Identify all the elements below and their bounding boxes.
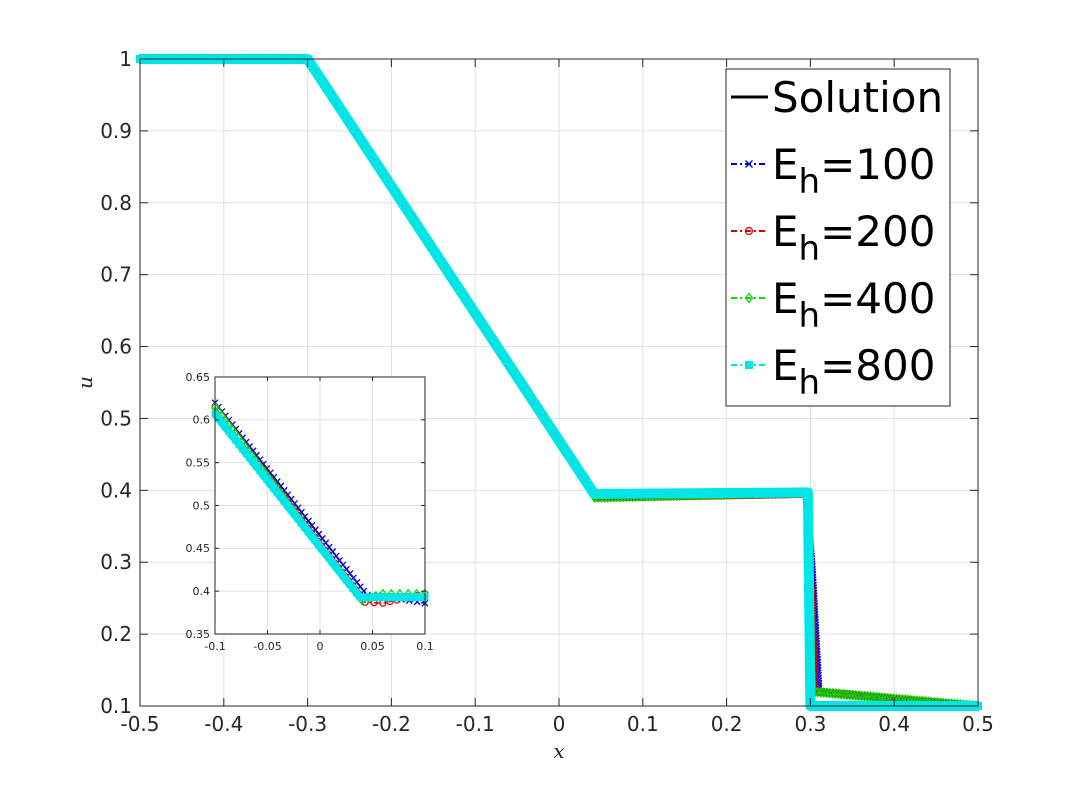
data-point (402, 593, 410, 601)
data-point (813, 686, 823, 698)
y-tick-label: 0.4 (193, 585, 211, 598)
legend-label-value: =400 (820, 274, 935, 323)
y-tick-label: 0.5 (193, 499, 211, 512)
legend-label: Eh=800 (772, 341, 935, 403)
data-point (839, 688, 849, 700)
x-axis-label: x (553, 739, 564, 763)
legend-label: Eh=200 (772, 207, 935, 269)
y-axis-label: u (73, 376, 97, 389)
legend-item: Solution (731, 73, 943, 122)
data-point (851, 689, 861, 701)
data-point (831, 688, 840, 700)
data-point (822, 687, 831, 699)
x-tick-label: 0.1 (627, 712, 659, 736)
legend-label-main: E (772, 207, 799, 256)
data-point (842, 689, 852, 701)
series-group (135, 53, 983, 712)
x-tick-label: -0.05 (253, 640, 281, 653)
legend-label: Eh=100 (772, 140, 935, 202)
y-tick-label: 0.45 (186, 542, 211, 555)
legend-label-sub: h (799, 363, 821, 403)
y-tick-label: 0.35 (186, 628, 211, 641)
legend-box (725, 68, 951, 407)
y-tick-label: 0.55 (186, 457, 211, 470)
legend-label: Eh=400 (772, 274, 935, 336)
x-tick-label: 0.1 (416, 640, 434, 653)
y-tick-label: 0.65 (186, 371, 211, 384)
data-point (845, 689, 855, 701)
legend-label-sub: h (799, 162, 821, 202)
data-point (356, 593, 364, 601)
x-tick-label: -0.1 (204, 640, 225, 653)
x-tick-label: 0 (553, 712, 566, 736)
data-point (325, 543, 333, 551)
data-point (848, 689, 858, 701)
legend-label-main: E (772, 341, 799, 390)
data-point (825, 687, 834, 699)
x-tick-label: 0 (317, 640, 324, 653)
data-point (412, 593, 420, 601)
data-point (819, 687, 828, 699)
data-point (863, 690, 872, 702)
legend-label-value: =800 (820, 341, 935, 390)
x-tick-label: 0.3 (794, 712, 826, 736)
y-tick-label: 0.6 (100, 335, 132, 359)
legend-item: Eh=400 (731, 274, 935, 336)
data-point (273, 478, 281, 486)
data-point (322, 539, 330, 547)
data-point (857, 690, 866, 702)
legend-marker (744, 292, 754, 304)
x-tick-label: 0.4 (878, 712, 910, 736)
data-point (318, 535, 326, 542)
legend-item: Eh=200 (731, 207, 935, 269)
x-tick-label: 0.5 (962, 712, 994, 736)
legend-label-main: E (772, 140, 799, 189)
data-point (393, 593, 401, 601)
inset-plot: -0.1 -0.05 0 0.05 0.1 0.35 0.4 0.45 0.5 0.55 0.6 0.… (186, 371, 434, 653)
legend-marker (745, 361, 753, 369)
data-point (375, 593, 382, 601)
data-point (828, 687, 837, 699)
y-tick-label: 0.2 (100, 622, 132, 646)
legend-label-main: Solution (772, 73, 943, 122)
data-point (854, 690, 863, 702)
y-tick-label: 0.9 (100, 119, 132, 143)
x-tick-label: -0.3 (288, 712, 327, 736)
data-point (329, 548, 337, 556)
legend-label: Solution (772, 73, 943, 122)
legend-marker (744, 226, 754, 236)
x-tick-label: -0.5 (120, 712, 159, 736)
data-point (834, 688, 843, 700)
y-tick-label: 0.3 (100, 550, 132, 574)
data-point (860, 690, 869, 702)
legend-label-sub: h (799, 296, 821, 336)
legend-label-value: =200 (820, 207, 935, 256)
data-point (836, 688, 846, 700)
legend-item: Eh=100 (731, 140, 935, 202)
y-tick-label: 0.7 (100, 263, 132, 287)
legend-marker (745, 160, 753, 168)
x-tick-label: -0.2 (372, 712, 411, 736)
y-tick-label: 0.6 (193, 414, 211, 427)
y-tick-label: 0.4 (100, 478, 132, 502)
legend-label-main: E (772, 274, 799, 323)
legend-label-value: =100 (820, 140, 935, 189)
y-tick-label: 1 (119, 47, 132, 71)
data-point (816, 686, 826, 698)
data-point (270, 473, 278, 481)
data-point (384, 593, 392, 601)
y-tick-label: 0.5 (100, 406, 132, 430)
legend-label-sub: h (799, 229, 821, 269)
x-tick-label: 0.2 (711, 712, 743, 736)
x-tick-label: -0.1 (456, 712, 495, 736)
y-tick-label: 0.8 (100, 191, 132, 215)
x-tick-label: 0.05 (360, 640, 385, 653)
data-point (365, 593, 373, 601)
y-tick-label: 0.1 (100, 694, 132, 718)
legend-item: Eh=800 (731, 341, 935, 403)
x-tick-label: -0.4 (204, 712, 243, 736)
